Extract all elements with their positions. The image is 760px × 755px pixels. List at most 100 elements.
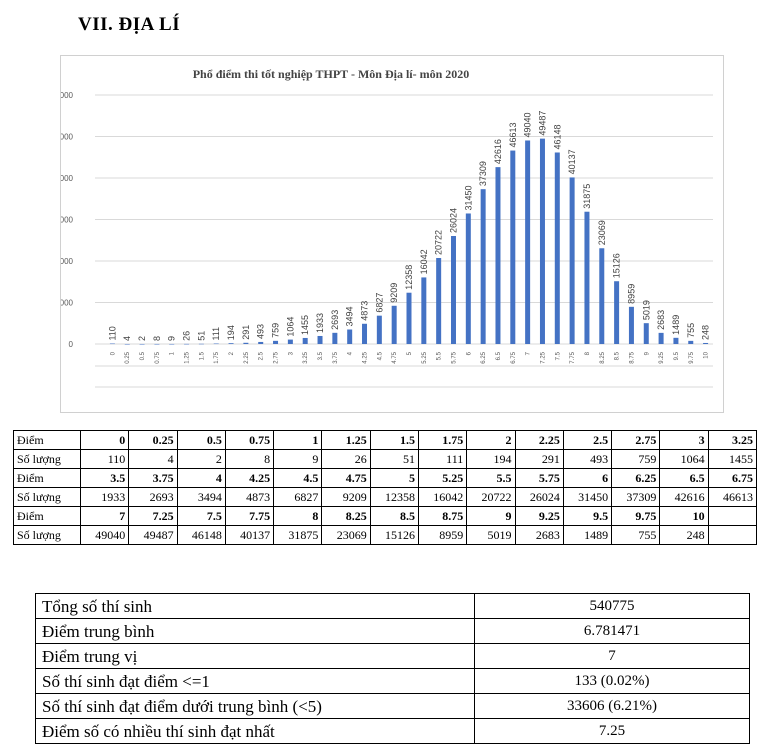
table-cell: 194 (466, 449, 516, 469)
bar (569, 177, 575, 344)
table-cell: 4 (176, 468, 226, 488)
data-label: 2693 (330, 310, 340, 330)
x-tick-label: 2.75 (274, 351, 280, 363)
summary-row: Điểm trung bình 6.781471 (35, 618, 750, 644)
x-tick-label: 0 (110, 351, 116, 355)
y-tick-label: 40000 (61, 174, 74, 183)
table-cell: 26024 (514, 487, 564, 507)
table-cell: 110 (79, 449, 130, 469)
y-tick-label: 60000 (61, 91, 74, 100)
data-label: 2 (137, 336, 147, 341)
y-tick-label: 10000 (61, 299, 74, 308)
row-label: Số lượng (13, 525, 81, 545)
data-label: 31875 (582, 184, 592, 209)
x-tick-label: 6.75 (511, 351, 517, 363)
summary-row: Số thí sinh đạt điểm dưới trung bình (<5… (35, 693, 750, 719)
x-tick-label: 5.75 (451, 351, 457, 363)
bar (391, 305, 397, 344)
y-tick-label: 30000 (61, 216, 74, 225)
table-cell: 1 (273, 430, 323, 450)
summary-row: Tổng số thí sinh 540775 (35, 593, 750, 619)
data-label: 4 (122, 336, 132, 341)
x-tick-label: 7.5 (555, 351, 561, 360)
x-tick-label: 0.5 (140, 351, 146, 360)
table-cell: 1.5 (369, 430, 419, 450)
x-tick-label: 4.25 (363, 351, 369, 363)
bar (703, 342, 709, 344)
table-cell: 5.5 (466, 468, 516, 488)
data-label: 3494 (345, 306, 355, 326)
table-cell: 8959 (417, 525, 468, 545)
row-label: Số lượng (13, 487, 81, 507)
x-tick-label: 9 (644, 351, 650, 355)
table-cell: 40137 (224, 525, 275, 545)
x-tick-label: 2.25 (244, 351, 250, 363)
x-tick-label: 3.25 (303, 351, 309, 363)
table-cell: 8.25 (321, 506, 371, 526)
x-tick-label: 7.75 (570, 351, 576, 363)
table-cell (707, 525, 758, 545)
table-cell: 3.75 (128, 468, 178, 488)
bar (628, 306, 634, 344)
data-label: 9 (167, 336, 177, 341)
table-cell: 8 (224, 449, 275, 469)
bar (658, 332, 664, 344)
count-row: Số lượng 49040 49487 46148 40137 31875 23069 15… (13, 525, 758, 545)
x-tick-label: 6.25 (481, 351, 487, 363)
x-tick-label: 0.75 (155, 351, 161, 363)
table-cell: 0.5 (176, 430, 226, 450)
table-cell: 9.25 (514, 506, 564, 526)
table-cell: 2 (466, 430, 516, 450)
x-tick-label: 7 (526, 351, 532, 355)
bar (213, 343, 219, 345)
summary-table: Tổng số thí sinh 540775 Điểm trung bình 6.7… (35, 593, 750, 744)
row-label: Điểm (13, 468, 81, 488)
summary-value: 133 (0.02%) (474, 668, 750, 694)
x-tick-label: 1.5 (199, 351, 205, 360)
table-cell: 16042 (417, 487, 468, 507)
table-cell: 0 (79, 430, 130, 450)
table-cell: 6827 (273, 487, 323, 507)
data-label: 16042 (419, 249, 429, 274)
bar (599, 248, 605, 344)
table-cell: 49487 (128, 525, 178, 545)
table-cell: 31875 (273, 525, 323, 545)
bar (510, 150, 516, 344)
table-cell: 248 (659, 525, 709, 545)
bar (554, 152, 560, 344)
x-tick-label: 1.75 (214, 351, 220, 363)
table-cell: 9.75 (611, 506, 661, 526)
table-cell: 5 (369, 468, 419, 488)
score-row: Điểm 3.5 3.75 4 4.25 4.5 4.75 5 5.25 5.5 5.75 6 6.25… (13, 468, 758, 488)
table-cell: 3.5 (79, 468, 130, 488)
bar (406, 292, 412, 344)
x-tick-label: 5.5 (437, 351, 443, 360)
bar (643, 323, 649, 344)
bar (287, 339, 293, 344)
x-tick-label: 1.25 (185, 351, 191, 363)
table-cell: 1455 (707, 449, 758, 469)
row-label: Điểm (13, 506, 81, 526)
bar (169, 343, 175, 345)
table-cell: 12358 (369, 487, 419, 507)
bar (302, 337, 308, 344)
table-cell: 6 (562, 468, 613, 488)
table-cell: 10 (659, 506, 709, 526)
summary-label: Điểm trung bình (35, 618, 475, 644)
chart-title: Phổ điểm thi tốt nghiệp THPT - Môn Địa l… (193, 67, 470, 81)
row-label: Điểm (13, 430, 81, 450)
x-tick-label: 3.5 (318, 351, 324, 360)
table-cell: 20722 (466, 487, 516, 507)
summary-row: Điểm số có nhiều thí sinh đạt nhất 7.25 (35, 718, 750, 744)
table-cell: 6.75 (707, 468, 758, 488)
x-tick-label: 6.5 (496, 351, 502, 360)
x-tick-label: 7.25 (540, 351, 546, 363)
table-cell: 2693 (128, 487, 178, 507)
bar (584, 211, 590, 344)
bar (154, 343, 160, 345)
table-cell: 755 (611, 525, 661, 545)
data-label: 110 (107, 326, 117, 340)
y-tick-label: 0 (69, 340, 74, 349)
data-label: 1064 (285, 317, 295, 337)
